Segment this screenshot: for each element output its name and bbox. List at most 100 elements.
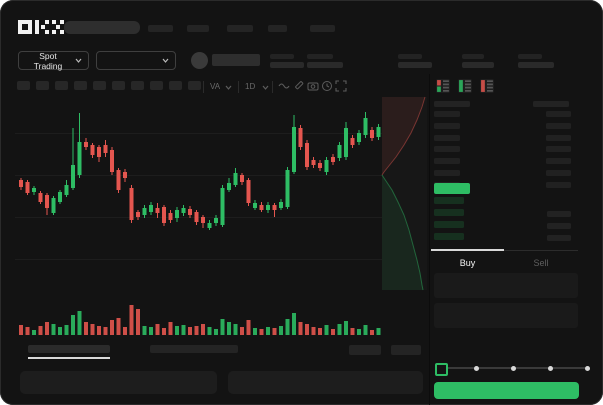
timeframe-button-placeholder[interactable] [36, 81, 49, 90]
timeframe-button-placeholder[interactable] [131, 81, 144, 90]
stat-value-placeholder [462, 62, 494, 68]
expand-icon[interactable] [335, 80, 347, 96]
price-chart[interactable] [15, 95, 428, 341]
book-asks-icon[interactable] [480, 79, 494, 93]
orderbook-last-price[interactable] [434, 183, 470, 194]
stat-value-placeholder [518, 62, 554, 68]
bid-row-price-placeholder[interactable] [434, 209, 464, 216]
chevron-down-icon[interactable] [225, 82, 232, 94]
nav-item-placeholder[interactable] [268, 25, 287, 32]
tab-sell[interactable]: Sell [504, 251, 578, 273]
nav-item-placeholder[interactable] [310, 25, 335, 32]
timeframe-button-placeholder[interactable] [188, 81, 201, 90]
indicator-dropdown[interactable]: VA [210, 82, 221, 91]
buy-tab-label: Buy [459, 258, 476, 268]
chart-bottom-tab-active[interactable] [28, 345, 110, 353]
book-bids-icon [459, 80, 471, 92]
orderbook-col-header [533, 101, 569, 107]
ask-row-price-placeholder[interactable] [434, 111, 460, 117]
stat-label-placeholder [462, 54, 484, 59]
ask-row-size-placeholder[interactable] [546, 158, 571, 165]
orderbook-panel: Buy Sell [429, 74, 603, 405]
stat-label-placeholder [270, 54, 294, 59]
book-combined-icon[interactable] [436, 79, 450, 93]
stat-value-placeholder [307, 62, 343, 68]
sell-tab-label: Sell [533, 258, 549, 268]
buy-tab-underline [431, 249, 504, 251]
interval-dropdown[interactable]: 1D [245, 82, 256, 91]
bid-row-price-placeholder[interactable] [434, 221, 464, 228]
slider-stop-dot[interactable] [547, 365, 553, 371]
bottom-panel[interactable] [228, 371, 423, 394]
bid-row-price-placeholder[interactable] [434, 197, 464, 204]
nav-item-placeholder[interactable] [148, 25, 173, 32]
timeframe-button-placeholder[interactable] [74, 81, 87, 90]
footer-action-placeholder[interactable] [391, 345, 421, 355]
slider-stop-dot[interactable] [510, 365, 516, 371]
order-price-field[interactable] [434, 273, 578, 298]
stat-value-placeholder [398, 62, 432, 68]
timeframe-button-placeholder[interactable] [150, 81, 163, 90]
slider-stop-dot[interactable] [584, 365, 590, 371]
bid-row-price-placeholder[interactable] [434, 233, 464, 240]
okx-logo [18, 20, 64, 34]
tab-buy[interactable]: Buy [431, 251, 504, 273]
timeframe-button-placeholder[interactable] [112, 81, 125, 90]
ask-row-size-placeholder[interactable] [546, 134, 571, 141]
ask-row-price-placeholder[interactable] [434, 146, 460, 153]
chevron-down-icon[interactable] [262, 82, 269, 94]
timeframe-button-placeholder[interactable] [93, 81, 106, 90]
ask-row-price-placeholder[interactable] [434, 134, 460, 141]
timeframe-button-placeholder[interactable] [169, 81, 182, 90]
wave-icon[interactable] [278, 80, 290, 96]
timeframe-button-placeholder[interactable] [17, 81, 30, 90]
last-price-placeholder [212, 54, 260, 66]
chevron-down-icon [75, 58, 82, 63]
book-asks-icon [481, 80, 493, 92]
divider [272, 81, 273, 93]
ask-row-size-placeholder[interactable] [546, 146, 571, 153]
camera-icon[interactable] [307, 80, 319, 96]
footer-action-placeholder[interactable] [349, 345, 381, 355]
nav-item-placeholder[interactable] [227, 25, 253, 32]
stat-label-placeholder [307, 54, 333, 59]
ask-row-size-placeholder[interactable] [546, 181, 571, 188]
book-combined-icon [437, 80, 449, 92]
market-type-label: Spot Trading [33, 50, 63, 71]
ask-row-price-placeholder[interactable] [434, 122, 460, 129]
coin-icon [191, 52, 208, 69]
bottom-panel[interactable] [20, 371, 217, 394]
order-amount-field[interactable] [434, 303, 578, 328]
orderbook-col-header [434, 101, 470, 107]
stat-label-placeholder [398, 54, 422, 59]
bid-row-size-placeholder[interactable] [547, 223, 571, 229]
timeframe-button-placeholder[interactable] [55, 81, 68, 90]
pair-select-dropdown[interactable] [96, 51, 176, 70]
ask-row-size-placeholder[interactable] [546, 170, 571, 176]
stat-value-placeholder [270, 62, 304, 68]
bid-row-size-placeholder[interactable] [547, 235, 571, 241]
book-bids-icon[interactable] [458, 79, 472, 93]
active-tab-underline [28, 357, 110, 359]
nav-item-placeholder[interactable] [187, 25, 209, 32]
market-type-dropdown[interactable]: Spot Trading [18, 50, 89, 71]
ask-row-price-placeholder[interactable] [434, 158, 460, 165]
clock-icon[interactable] [321, 80, 333, 96]
bid-row-size-placeholder[interactable] [547, 211, 571, 217]
buy-submit-button[interactable] [434, 382, 579, 399]
slider-handle[interactable] [435, 363, 448, 376]
divider [203, 81, 204, 93]
search-input[interactable] [64, 21, 140, 34]
chart-bottom-tab[interactable] [150, 345, 238, 353]
ask-row-size-placeholder[interactable] [546, 122, 571, 129]
stat-label-placeholder [518, 54, 542, 59]
pencil-icon[interactable] [293, 80, 305, 96]
chevron-down-icon [162, 58, 169, 63]
divider [238, 81, 239, 93]
ask-row-size-placeholder[interactable] [546, 111, 571, 117]
ask-row-price-placeholder[interactable] [434, 170, 460, 176]
slider-stop-dot[interactable] [473, 365, 479, 371]
tab-divider [431, 250, 578, 251]
